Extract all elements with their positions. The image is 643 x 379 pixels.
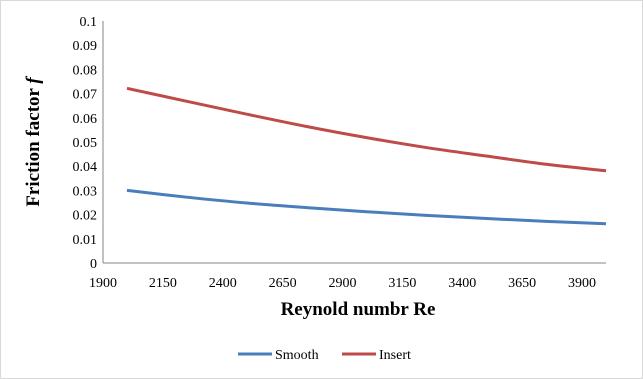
x-tick-label: 1900 [89, 276, 117, 291]
axes [102, 21, 606, 264]
x-tick-labels: 1900 2150 2400 2650 2900 3150 3400 3650 3900 [89, 276, 596, 291]
legend: Smooth Insert [238, 348, 411, 363]
x-tick-label: 3150 [388, 276, 416, 291]
y-tick-labels: 0 0.01 0.02 0.03 0.04 0.05 0.06 0.07 0.08 0.09 0.1 [73, 15, 98, 272]
y-tick-label: 0.06 [73, 112, 98, 127]
y-tick-label: 0.01 [73, 233, 98, 248]
y-axis-title-main: Friction factor [23, 84, 44, 207]
x-tick-label: 2900 [329, 276, 357, 291]
y-tick-label: 0.04 [73, 160, 98, 175]
y-tick-label: 0.03 [73, 184, 98, 199]
y-tick-label: 0.08 [73, 63, 98, 78]
x-axis-title: Reynold numbr Re [281, 299, 436, 320]
x-tick-label: 2650 [269, 276, 297, 291]
y-tick-label: 0.02 [73, 209, 98, 224]
x-tick-label: 2150 [149, 276, 177, 291]
y-tick-label: 0.05 [73, 136, 98, 151]
x-tick-label: 3650 [508, 276, 536, 291]
legend-label-insert: Insert [379, 348, 411, 363]
y-tick-label: 0.1 [80, 15, 98, 30]
y-tick-label: 0 [90, 257, 97, 272]
legend-label-smooth: Smooth [275, 348, 319, 363]
series-lines [126, 86, 607, 226]
x-tick-label: 3400 [448, 276, 476, 291]
series-line-insert [126, 86, 607, 173]
x-tick-label: 3900 [568, 276, 596, 291]
y-axis-title-symbol: f [23, 76, 44, 84]
y-tick-label: 0.07 [73, 88, 98, 103]
x-tick-label: 2400 [209, 276, 237, 291]
series-line-smooth [126, 188, 607, 226]
y-tick-label: 0.09 [73, 39, 98, 54]
y-axis-title: Friction factor f [23, 76, 44, 207]
